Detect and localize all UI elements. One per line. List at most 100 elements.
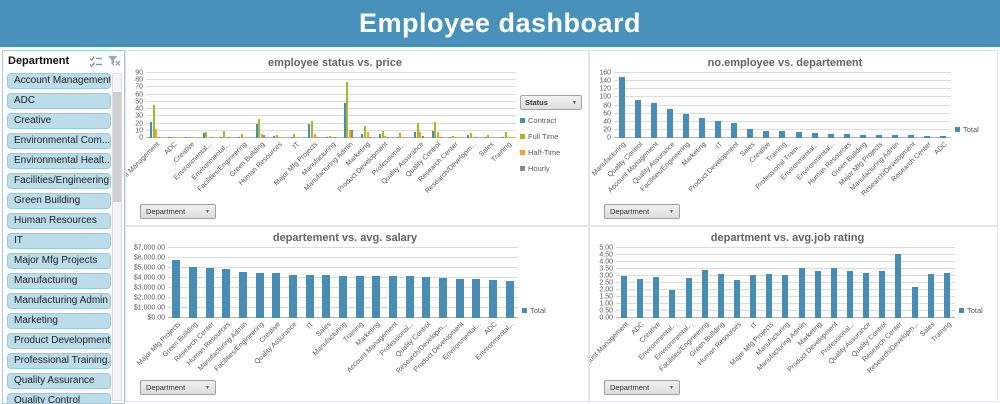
- slicer-item[interactable]: Product Development: [7, 333, 111, 349]
- bar: [830, 268, 837, 318]
- bar: [290, 136, 293, 138]
- bar-group: [939, 248, 955, 318]
- department-filter-button[interactable]: Department ▼: [140, 380, 216, 395]
- dropdown-arrow-icon: ▼: [572, 99, 577, 106]
- x-axis-label: IT: [714, 141, 725, 151]
- bar: [619, 77, 626, 138]
- bar: [255, 272, 264, 318]
- y-tick-label: $2,000.00: [133, 294, 165, 302]
- bar: [338, 275, 347, 318]
- bar-group: [761, 248, 777, 318]
- bar: [875, 134, 882, 138]
- slicer-item[interactable]: Facilities/Engineering: [7, 173, 111, 189]
- bar-group: [146, 73, 164, 138]
- bar: [205, 132, 208, 138]
- bar-group: [463, 73, 481, 138]
- bar-group: [481, 73, 499, 138]
- department-filter-button[interactable]: Department ▼: [604, 204, 680, 219]
- plot-area: [616, 247, 955, 318]
- bar: [205, 267, 214, 318]
- legend-item: Hourly: [520, 164, 588, 173]
- bar-group: [774, 73, 790, 138]
- bar: [372, 275, 381, 318]
- bar: [351, 130, 354, 138]
- y-tick-label: 1.50: [599, 293, 613, 301]
- bar: [278, 137, 281, 138]
- bar-group: [826, 248, 842, 318]
- y-tick-label: 50: [135, 98, 143, 106]
- bar: [449, 136, 452, 138]
- bar: [222, 268, 231, 318]
- slicer-item[interactable]: Human Resources: [7, 213, 111, 229]
- bar: [911, 287, 918, 318]
- department-filter-button[interactable]: Department ▼: [604, 380, 680, 395]
- slicer-item[interactable]: Manufacturing: [7, 273, 111, 289]
- slicer-item[interactable]: Account Management: [7, 73, 111, 89]
- y-axis: 5.00 4.50 4.00 3.50 3.00 2.50 2.00 1.50 1.00 0.50…: [590, 245, 616, 322]
- slicer-item[interactable]: Green Building: [7, 193, 111, 209]
- y-tick-label: 2.50: [599, 279, 613, 287]
- gridline: [614, 104, 951, 106]
- multi-select-icon[interactable]: [89, 55, 103, 67]
- slicer-item[interactable]: IT: [7, 233, 111, 249]
- y-tick-label: 30: [135, 112, 143, 120]
- bar: [155, 129, 158, 138]
- department-filter-button[interactable]: Department ▼: [140, 204, 216, 219]
- bar-group: [697, 248, 713, 318]
- bar: [331, 137, 334, 138]
- legend-swatch: [955, 127, 960, 132]
- x-axis-label: IT: [306, 321, 316, 331]
- bar: [202, 132, 205, 138]
- y-tick-label: 140: [599, 77, 611, 85]
- plot-area: [168, 247, 518, 318]
- y-tick-label: $0.00: [147, 314, 165, 322]
- bar: [472, 279, 481, 318]
- slicer-item[interactable]: Environmental Com...: [7, 133, 111, 149]
- bar-group: [616, 248, 632, 318]
- slicer-scrollbar[interactable]: [112, 73, 122, 401]
- bar-group: [648, 248, 664, 318]
- bar-group: [451, 248, 468, 318]
- gridline: [146, 129, 516, 131]
- x-axis-label: Account Management: [589, 321, 630, 375]
- bar: [859, 134, 866, 138]
- slicer-item[interactable]: Creative: [7, 113, 111, 129]
- bar: [763, 130, 770, 138]
- bar-group: [923, 248, 939, 318]
- x-axis-label: ADC: [933, 141, 949, 157]
- slicer-title: Department: [8, 55, 70, 67]
- bar: [943, 273, 950, 318]
- bar-group: [428, 73, 446, 138]
- slicer-item[interactable]: Professional Training...: [7, 353, 111, 369]
- slicer-item[interactable]: Environmental Healt...: [7, 153, 111, 169]
- bar: [811, 133, 818, 138]
- bar: [507, 137, 510, 138]
- bar-group: [758, 73, 774, 138]
- bar-group: [614, 73, 630, 138]
- bar-group: [235, 248, 252, 318]
- slicer-item[interactable]: Marketing: [7, 313, 111, 329]
- bar: [927, 273, 934, 318]
- bar: [923, 135, 930, 138]
- y-axis: $7,000.00 $6,000.00 $5,000.00 $4,000.00 $3,0…: [126, 245, 168, 322]
- y-tick-label: $1,000.00: [133, 304, 165, 312]
- slicer-item[interactable]: Manufacturing Admin: [7, 293, 111, 309]
- chart-title: departement vs. avg. salary: [272, 232, 418, 244]
- slicer-item[interactable]: Quality Control: [7, 393, 111, 403]
- y-tick-label: $5,000.00: [133, 264, 165, 272]
- charts-grid: employee status vs. price 90 80 70 60 50 40 30…: [125, 50, 998, 402]
- bar: [258, 118, 261, 138]
- clear-filter-icon[interactable]: [107, 55, 121, 67]
- slicer-item[interactable]: Quality Assurance: [7, 373, 111, 389]
- bar: [467, 135, 470, 138]
- slicer-item[interactable]: ADC: [7, 93, 111, 109]
- dropdown-arrow-icon: ▼: [205, 208, 210, 215]
- bar: [438, 277, 447, 318]
- status-filter-button[interactable]: Status ▼: [520, 95, 582, 110]
- slicer-item[interactable]: Major Mfg Projects: [7, 253, 111, 269]
- bar: [172, 259, 181, 318]
- bar: [152, 104, 155, 138]
- bar-group: [318, 248, 335, 318]
- scrollbar-thumb[interactable]: [113, 92, 121, 202]
- department-slicer: Department Account Management ADC Creative…: [2, 50, 125, 404]
